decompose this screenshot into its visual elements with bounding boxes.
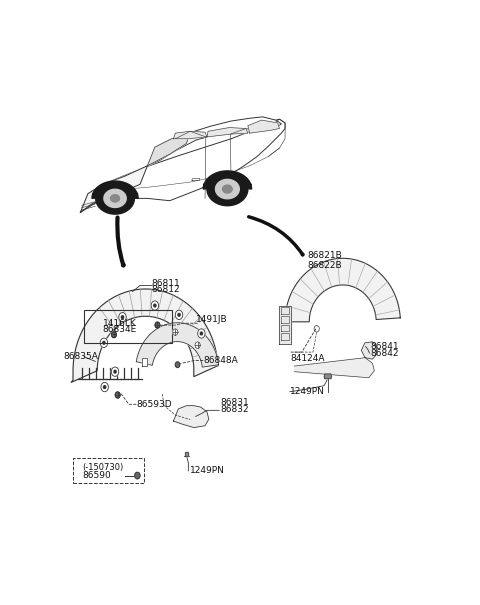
Text: 86834E: 86834E <box>103 325 137 335</box>
Polygon shape <box>136 322 218 367</box>
Circle shape <box>178 313 180 316</box>
Circle shape <box>115 392 120 397</box>
Circle shape <box>154 304 156 307</box>
Polygon shape <box>110 195 120 202</box>
Polygon shape <box>324 374 332 379</box>
Text: 86832: 86832 <box>220 405 249 414</box>
Text: 1491JB: 1491JB <box>196 315 228 324</box>
Circle shape <box>155 322 160 329</box>
Circle shape <box>121 316 124 319</box>
Polygon shape <box>81 166 147 212</box>
Polygon shape <box>96 183 134 214</box>
Polygon shape <box>71 289 218 382</box>
Circle shape <box>111 331 117 338</box>
Polygon shape <box>203 171 252 189</box>
Text: 86835A: 86835A <box>64 352 98 361</box>
Polygon shape <box>147 117 281 166</box>
Text: 86821B
86822B: 86821B 86822B <box>307 250 342 270</box>
Polygon shape <box>248 120 279 133</box>
Circle shape <box>112 332 116 338</box>
Text: 86590: 86590 <box>83 471 111 480</box>
Polygon shape <box>185 453 188 456</box>
Polygon shape <box>361 342 377 359</box>
Polygon shape <box>173 131 207 139</box>
Polygon shape <box>92 181 138 198</box>
Circle shape <box>103 341 105 344</box>
Polygon shape <box>216 179 240 199</box>
Circle shape <box>119 313 126 322</box>
Polygon shape <box>147 138 188 166</box>
Circle shape <box>175 310 183 319</box>
Polygon shape <box>294 358 374 378</box>
Text: 86812: 86812 <box>152 286 180 295</box>
Polygon shape <box>279 306 290 344</box>
Text: 86842: 86842 <box>371 348 399 358</box>
Circle shape <box>151 301 158 310</box>
Text: 86593D: 86593D <box>136 400 172 409</box>
Text: 86841: 86841 <box>371 342 399 351</box>
Circle shape <box>114 370 116 373</box>
Circle shape <box>195 342 200 348</box>
Text: (-150730): (-150730) <box>83 463 123 472</box>
Polygon shape <box>173 406 209 428</box>
Circle shape <box>173 329 178 335</box>
Polygon shape <box>81 119 285 212</box>
Polygon shape <box>104 189 126 208</box>
Text: 1249PN: 1249PN <box>190 466 224 476</box>
Polygon shape <box>207 172 248 206</box>
Text: 1416LK: 1416LK <box>103 319 136 328</box>
Circle shape <box>198 329 205 338</box>
Text: 84124A: 84124A <box>290 354 325 363</box>
Text: 86811: 86811 <box>152 279 180 288</box>
Polygon shape <box>285 258 400 322</box>
Polygon shape <box>223 185 232 193</box>
Circle shape <box>155 322 160 328</box>
Circle shape <box>135 473 140 479</box>
Circle shape <box>111 367 119 376</box>
Circle shape <box>115 391 120 398</box>
Circle shape <box>175 362 180 367</box>
Circle shape <box>100 338 108 347</box>
Polygon shape <box>142 358 147 366</box>
Text: 86831: 86831 <box>220 398 249 407</box>
Circle shape <box>101 382 108 391</box>
Text: 86848A: 86848A <box>203 356 238 365</box>
Circle shape <box>314 325 319 332</box>
Text: 1249PN: 1249PN <box>290 387 325 396</box>
Polygon shape <box>207 128 248 137</box>
Circle shape <box>104 385 106 388</box>
Circle shape <box>200 332 203 335</box>
